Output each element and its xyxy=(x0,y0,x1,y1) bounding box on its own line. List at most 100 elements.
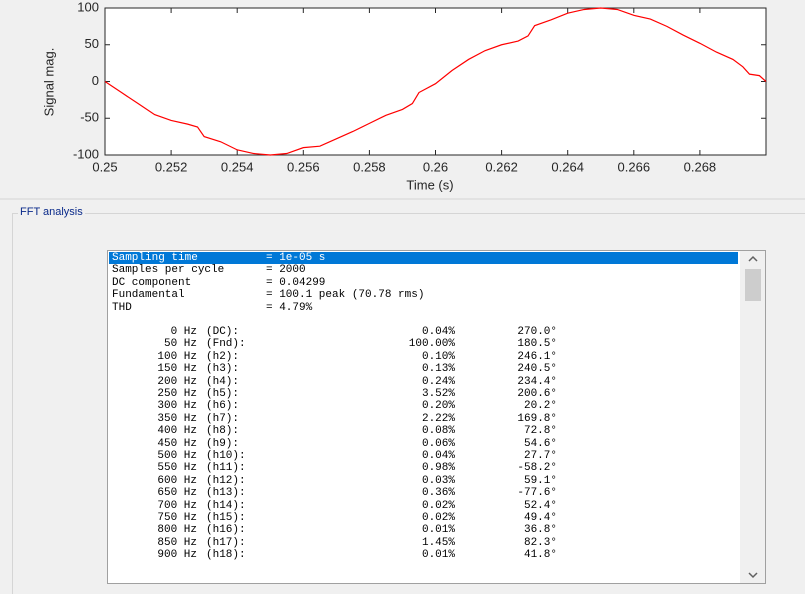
cell-text: 250 Hz xyxy=(157,388,197,400)
cell-text: 240.5° xyxy=(517,363,557,376)
cell-text: (h18): xyxy=(206,549,246,562)
cell-text: (Fnd): xyxy=(206,338,246,351)
signal-line xyxy=(104,7,767,156)
cell-text: 150 Hz xyxy=(157,363,197,376)
panel-border xyxy=(12,213,13,594)
cell-text: (h15): xyxy=(206,512,246,524)
cell-text: 500 Hz xyxy=(157,450,197,462)
cell-text: 0.10% xyxy=(421,350,455,363)
cell-text: 700 Hz xyxy=(157,499,197,512)
cell-text: 350 Hz xyxy=(157,412,197,425)
harmonic-row[interactable]: 800 Hz (h16): 0.01% 36.8° xyxy=(109,524,738,536)
harmonic-row[interactable]: 150 Hz (h3): 0.13% 240.5° xyxy=(109,363,738,375)
cell-text: 169.8° xyxy=(517,412,557,425)
cell-text: = 1e-05 s xyxy=(266,252,326,264)
x-tick-label: 0.254 xyxy=(221,159,254,174)
cell-text: DC component xyxy=(112,276,192,289)
harmonic-row[interactable]: 250 Hz (h5): 3.52% 200.6° xyxy=(109,388,738,400)
cell-text: (h9): xyxy=(206,437,240,450)
cell-text: (DC): xyxy=(206,326,240,338)
harmonic-row[interactable]: 50 Hz (Fnd): 100.00% 180.5° xyxy=(109,338,738,350)
harmonic-row[interactable]: 850 Hz (h17): 1.45% 82.3° xyxy=(109,537,738,549)
signal-chart: Time (s) Signal mag. -100 -50 0 50 100 0.25 0.… xyxy=(0,0,805,200)
cell-text: 0.98% xyxy=(421,462,455,475)
cell-text: 82.3° xyxy=(523,536,557,549)
cell-text: = 2000 xyxy=(266,264,306,277)
harmonic-row[interactable]: 100 Hz (h2): 0.10% 246.1° xyxy=(109,351,738,363)
cell-text: = 100.1 peak (70.78 rms) xyxy=(266,289,425,302)
results-listbox[interactable]: Sampling time = 1e-05 s Samples per cycle =… xyxy=(107,250,766,584)
harmonic-row[interactable]: 200 Hz (h4): 0.24% 234.4° xyxy=(109,376,738,388)
cell-text: (h11): xyxy=(206,462,246,475)
summary-row[interactable]: THD = 4.79% xyxy=(109,302,738,314)
x-tick-label: 0.258 xyxy=(353,159,386,174)
scroll-down[interactable] xyxy=(748,572,758,579)
cell-text: 246.1° xyxy=(517,350,557,363)
cell-text: 0 Hz xyxy=(170,326,197,338)
cell-text: 1.45% xyxy=(421,536,455,549)
cell-text: 270.0° xyxy=(517,326,557,338)
cell-text: 0.13% xyxy=(421,363,455,376)
cell-text: 52.4° xyxy=(523,499,557,512)
cell-text: 0.03% xyxy=(421,474,455,487)
x-tick-label: 0.256 xyxy=(287,159,320,174)
y-tick-label: 50 xyxy=(85,36,99,51)
harmonic-row[interactable]: 650 Hz (h13): 0.36% -77.6° xyxy=(109,487,738,499)
harmonic-row[interactable]: 300 Hz (h6): 0.20% 20.2° xyxy=(109,400,738,412)
cell-text: 750 Hz xyxy=(157,512,197,524)
x-tick-label: 0.264 xyxy=(551,159,584,174)
cell-text: 650 Hz xyxy=(157,487,197,500)
cell-text: Sampling time xyxy=(112,252,198,264)
cell-text: 450 Hz xyxy=(157,437,197,450)
cell-text: 54.6° xyxy=(523,437,557,450)
cell-text: 0.36% xyxy=(421,487,455,500)
cell-text: (h8): xyxy=(206,425,240,438)
cell-text: 100.00% xyxy=(408,338,455,351)
x-tick-label: 0.26 xyxy=(423,159,448,174)
harmonic-row[interactable]: 350 Hz (h7): 2.22% 169.8° xyxy=(109,413,738,425)
cell-text: Fundamental xyxy=(112,289,185,302)
scroll-up[interactable] xyxy=(748,255,758,262)
summary-row[interactable]: Sampling time = 1e-05 s xyxy=(109,252,738,264)
cell-text: 800 Hz xyxy=(157,524,197,537)
cell-text: -77.6° xyxy=(517,487,557,500)
cell-text: 180.5° xyxy=(517,338,557,351)
harmonic-row[interactable]: 750 Hz (h15): 0.02% 49.4° xyxy=(109,512,738,524)
cell-text: (h7): xyxy=(206,412,240,425)
cell-text: 0.06% xyxy=(421,437,455,450)
cell-text: (h17): xyxy=(206,536,246,549)
y-tick-label: -50 xyxy=(80,110,99,125)
cell-text: 20.2° xyxy=(523,400,557,413)
harmonic-row[interactable]: 500 Hz (h10): 0.04% 27.7° xyxy=(109,450,738,462)
harmonic-row[interactable]: 450 Hz (h9): 0.06% 54.6° xyxy=(109,438,738,450)
harmonic-row[interactable]: 900 Hz (h18): 0.01% 41.8° xyxy=(109,549,738,561)
y-tick-label: 0 xyxy=(92,73,99,88)
cell-text: 0.04% xyxy=(421,326,455,338)
cell-text: (h13): xyxy=(206,487,246,500)
cell-text: 0.08% xyxy=(421,425,455,438)
harmonic-row[interactable]: 550 Hz (h11): 0.98% -58.2° xyxy=(109,462,738,474)
cell-text: 0.01% xyxy=(421,524,455,537)
cell-text: 900 Hz xyxy=(157,549,197,562)
cell-text: 400 Hz xyxy=(157,425,197,438)
scrollbar[interactable] xyxy=(740,251,765,583)
cell-text: (h16): xyxy=(206,524,246,537)
cell-text: 234.4° xyxy=(517,375,557,388)
cell-text: 0.02% xyxy=(421,499,455,512)
cell-text: (h10): xyxy=(206,450,246,462)
harmonic-row[interactable]: 400 Hz (h8): 0.08% 72.8° xyxy=(109,425,738,437)
harmonic-row[interactable]: 700 Hz (h14): 0.02% 52.4° xyxy=(109,500,738,512)
cell-text: 0.01% xyxy=(421,549,455,562)
scroll-thumb[interactable] xyxy=(745,269,761,301)
summary-row[interactable]: DC component = 0.04299 xyxy=(109,277,738,289)
panel-border xyxy=(12,213,805,214)
harmonic-row[interactable]: 0 Hz (DC): 0.04% 270.0° xyxy=(109,326,738,338)
cell-text: 850 Hz xyxy=(157,536,197,549)
cell-text: Samples per cycle xyxy=(112,264,225,277)
y-tick-label: -100 xyxy=(73,146,99,161)
harmonic-row[interactable]: 600 Hz (h12): 0.03% 59.1° xyxy=(109,475,738,487)
summary-row[interactable]: Fundamental = 100.1 peak (70.78 rms) xyxy=(109,289,738,301)
cell-text: 36.8° xyxy=(523,524,557,537)
cell-text: = 0.04299 xyxy=(266,276,326,289)
summary-row[interactable]: Samples per cycle = 2000 xyxy=(109,264,738,276)
